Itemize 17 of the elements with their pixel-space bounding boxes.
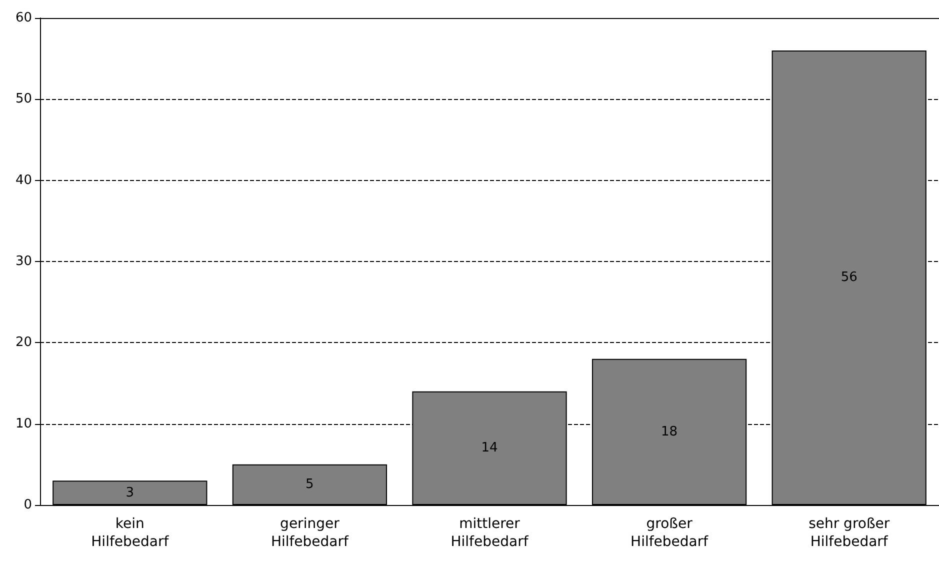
y-tick-label: 40: [15, 172, 32, 188]
y-tick-label: 0: [24, 498, 32, 512]
data-label: 18: [661, 424, 678, 440]
data-label: 14: [481, 440, 498, 456]
data-label: 3: [126, 485, 134, 500]
x-tick-label: mittlerer Hilfebedarf: [450, 516, 530, 550]
y-tick-label: 30: [15, 254, 32, 269]
y-tick-label: 20: [15, 335, 32, 350]
x-tick-label: kein Hilfebedarf: [91, 516, 170, 550]
y-tick-label: 10: [15, 416, 32, 432]
data-label: 56: [840, 270, 858, 286]
y-tick-label: 60: [15, 10, 32, 26]
y-tick-label: 50: [15, 92, 32, 107]
x-tick-label: geringer Hilfebedarf: [270, 516, 350, 550]
data-label: 5: [306, 477, 314, 492]
x-tick-label: großer Hilfebedarf: [630, 516, 710, 550]
x-tick-label: sehr großer Hilfebedarf: [808, 516, 890, 550]
